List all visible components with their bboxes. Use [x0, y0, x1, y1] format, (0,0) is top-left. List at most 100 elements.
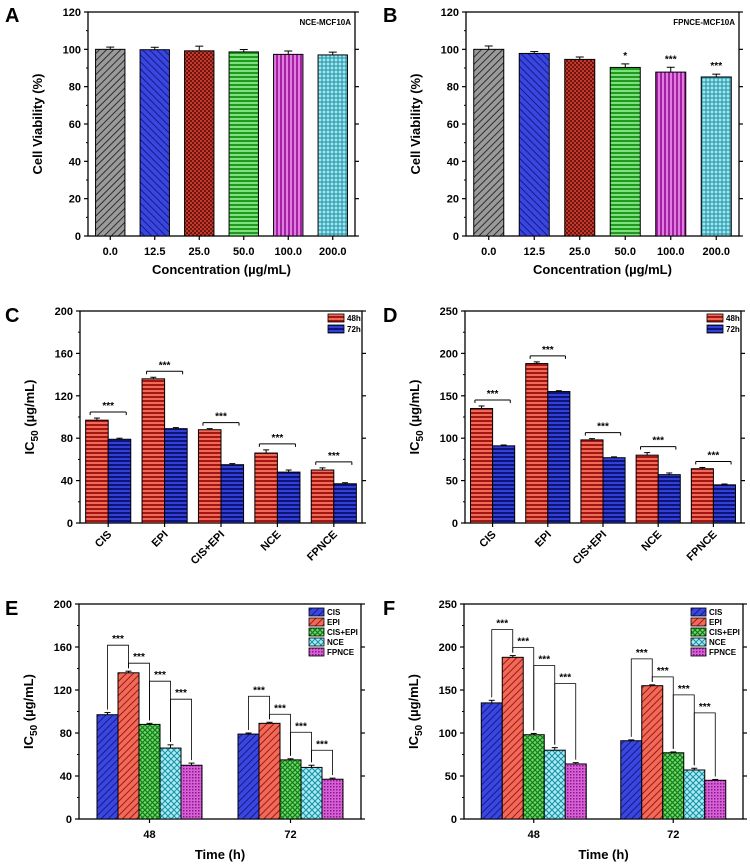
bar-fpnce — [704, 779, 727, 820]
y-axis-label: IC50 (µg/mL) — [21, 674, 40, 749]
bar-48h — [197, 429, 222, 524]
bar — [700, 76, 732, 237]
y-tick-label: 160 — [55, 348, 73, 360]
panel-a: A 0 20 40 60 80 100 120 Cell Viability (%) 0.0 12.… — [5, 5, 359, 277]
bar-nce — [300, 766, 323, 820]
y-axis-label-subscript: 50 — [30, 430, 41, 442]
y-tick-label: 40 — [69, 156, 81, 168]
y-tick-label: 0 — [453, 231, 459, 243]
significance-bracket — [248, 695, 270, 730]
y-tick-label: 20 — [69, 194, 81, 206]
y-tick-label: 120 — [55, 391, 73, 403]
x-tick-label: CIS+EPI — [571, 529, 610, 568]
x-tick-label: CIS — [93, 529, 114, 550]
bar-nce — [683, 769, 706, 820]
bar-cis-epi — [522, 734, 545, 820]
y-axis-label-subscript: 50 — [29, 724, 40, 736]
y-tick-label: 0 — [66, 814, 72, 826]
y-tick-label: 80 — [61, 433, 73, 445]
significance-label: *** — [295, 721, 307, 732]
x-tick-label: NCE — [639, 529, 664, 554]
bar-72h — [657, 474, 681, 524]
bar-72h — [276, 471, 301, 524]
bar-48h — [525, 363, 549, 524]
y-axis-label: Cell Viability (%) — [30, 74, 45, 175]
y-tick-label: 200 — [439, 642, 457, 654]
panel-b: B 0 20 40 60 80 100 120 Cell Viability (%) 0.0 12.… — [383, 5, 743, 277]
x-tick-label: CIS — [477, 529, 498, 550]
legend-label: 48h — [726, 314, 740, 323]
y-tick-label: 40 — [447, 156, 459, 168]
x-tick-label: 100.0 — [274, 246, 302, 258]
y-axis-label-unit: (µg/mL) — [407, 380, 422, 431]
y-axis-label-main: IC — [22, 441, 37, 455]
bar — [95, 48, 126, 237]
y-axis-label-unit: (µg/mL) — [406, 674, 421, 725]
significance-bracket — [630, 658, 653, 737]
bar-72h — [602, 457, 626, 524]
significance-label: *** — [487, 389, 499, 400]
legend-swatch — [327, 324, 345, 334]
y-tick-label: 120 — [63, 7, 81, 19]
bar-cis — [96, 714, 119, 820]
legend-swatch — [308, 647, 325, 657]
y-tick-label: 50 — [445, 771, 457, 783]
bar-48h — [141, 378, 166, 524]
legend-swatch — [690, 617, 707, 627]
bar-48h — [470, 408, 494, 524]
bar-epi — [641, 685, 664, 820]
plot-title: NCE-MCF10A — [299, 18, 351, 27]
significance-bracket — [693, 712, 716, 777]
bar-cis-epi — [662, 752, 685, 820]
bar — [317, 54, 348, 237]
significance-label: *** — [678, 684, 690, 695]
significance-label: *** — [112, 634, 124, 645]
bar — [184, 50, 215, 237]
significance-label: *** — [699, 702, 711, 713]
y-tick-label: 250 — [440, 306, 458, 318]
panel-c: C 0 40 80 120 160 200 IC50 (µg/mL) *** CIS *** EPI *… — [5, 305, 366, 567]
y-axis-label: IC50 (µg/mL) — [406, 674, 425, 749]
x-tick-label: 0.0 — [103, 246, 118, 258]
bar-epi — [258, 722, 281, 820]
y-axis-label: Cell Viability (%) — [408, 74, 423, 175]
panel-label: F — [383, 598, 395, 620]
x-tick-label: 25.0 — [189, 246, 210, 258]
bar-fpnce — [180, 764, 203, 820]
y-axis-label-unit: (µg/mL) — [21, 674, 36, 725]
bar-cis — [620, 740, 643, 820]
legend-label: FPNCE — [709, 648, 737, 657]
legend-label: 72h — [726, 325, 740, 334]
bar-48h — [310, 469, 335, 524]
y-tick-label: 0 — [452, 518, 458, 530]
bar-epi — [117, 672, 140, 820]
legend-swatch — [308, 637, 325, 647]
x-tick-label: FPNCE — [305, 529, 340, 564]
legend-label: CIS — [709, 608, 723, 617]
x-tick-label: 12.5 — [144, 246, 165, 258]
significance-label: *** — [154, 670, 166, 681]
bar-72h — [164, 428, 188, 524]
y-axis-label-subscript: 50 — [414, 724, 425, 736]
x-tick-label: 72 — [667, 829, 679, 841]
panel-label: A — [5, 5, 19, 27]
significance-label: *** — [636, 648, 648, 659]
y-tick-label: 80 — [447, 82, 459, 94]
bar — [139, 49, 170, 237]
legend-swatch — [308, 617, 325, 627]
significance-label: *** — [559, 673, 571, 684]
x-axis-label: Time (h) — [578, 847, 628, 862]
bar-cis — [237, 733, 260, 820]
significance-label: *** — [133, 652, 145, 663]
bar — [564, 58, 596, 237]
y-tick-label: 100 — [441, 44, 459, 56]
x-tick-label: NCE — [259, 529, 284, 554]
legend-swatch — [690, 647, 707, 657]
legend-swatch — [690, 607, 707, 617]
significance-label: *** — [496, 619, 508, 630]
legend-label: 72h — [347, 325, 361, 334]
bar-nce — [543, 749, 566, 820]
bar-72h — [220, 464, 245, 524]
